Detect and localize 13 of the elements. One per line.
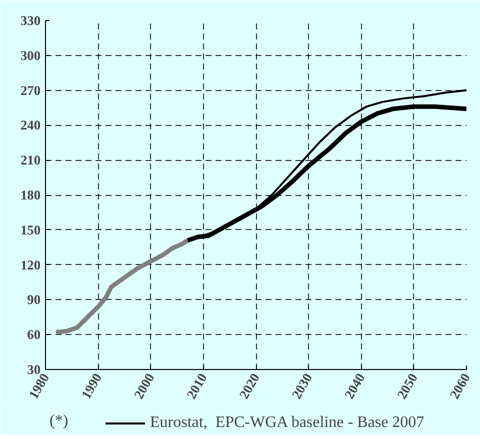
y-tick-label: 150: [20, 222, 41, 238]
y-tick-label: 270: [20, 82, 41, 98]
y-tick-label: 330: [20, 13, 41, 28]
y-tick-label: 180: [20, 188, 41, 202]
y-tick-label: 120: [20, 257, 41, 272]
y-tick-label: 60: [27, 327, 41, 342]
y-tick-label: 90: [27, 292, 41, 308]
legend-label: Eurostat, EPC-WGA baseline - Base 2007: [150, 414, 424, 432]
y-tick-label: 300: [20, 48, 41, 63]
text: (*): [50, 412, 68, 430]
y-tick-label: 210: [20, 152, 41, 168]
y-tick-label: 240: [20, 118, 41, 133]
y-tick-label: 30: [27, 362, 41, 377]
